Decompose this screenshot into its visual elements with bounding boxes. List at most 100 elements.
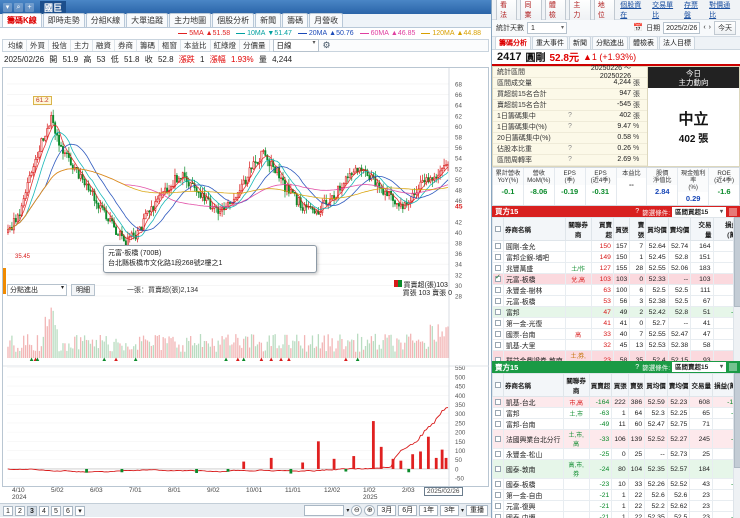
sell-table-scroll[interactable]: 券商名稱 關聯券商 買賣超 買張 賣張 買均價 賣均價 交易量 損益(萬) 凱基-台北 市,高 -16… xyxy=(492,373,740,518)
main-force-button[interactable]: 主力 xyxy=(569,0,591,22)
zoom-out-icon[interactable]: ⊖ xyxy=(351,505,363,516)
toolbar-btn-light[interactable]: 紅綠燈 xyxy=(211,40,240,51)
range-more-icon[interactable]: ▾ xyxy=(460,508,464,514)
buy-help-icon[interactable]: ? xyxy=(635,208,640,216)
date-prev-icon[interactable]: ‹ xyxy=(703,24,706,32)
row-checkbox[interactable] xyxy=(492,407,504,420)
price-chart[interactable]: 68 66 64 62 60 58 56 54 52 50 48 46 42 40 38 36 34 32 30 28… xyxy=(2,67,489,487)
table-row[interactable]: 群益金鼎證券-敦南土,券,高23583552.452.15930 xyxy=(492,350,740,362)
date-next-icon[interactable]: › xyxy=(708,24,711,32)
buy-scrollbar[interactable] xyxy=(733,217,740,362)
peers-button[interactable]: 同業 xyxy=(520,0,542,22)
row-checkbox[interactable] xyxy=(492,273,504,286)
col-header-9[interactable]: 損益(萬) xyxy=(712,217,740,242)
position-button[interactable]: 地位 xyxy=(593,0,616,22)
chart-canvas[interactable]: 68 66 64 62 60 58 56 54 52 50 48 46 42 40 38 36 34 32 30 28… xyxy=(3,68,489,486)
col-header-4[interactable]: 買張 xyxy=(611,373,629,398)
view-button[interactable]: 看法 xyxy=(496,0,518,22)
add-icon[interactable]: + xyxy=(25,2,34,12)
link-price-alert[interactable]: 對價通比 xyxy=(709,1,731,19)
gear-icon[interactable]: ⚙ xyxy=(322,40,331,50)
link-stock-info[interactable]: 個股資在 xyxy=(620,1,642,19)
select-all-checkbox[interactable] xyxy=(492,373,504,398)
row-checkbox[interactable] xyxy=(492,511,504,518)
buy-scroll-thumb[interactable] xyxy=(734,217,740,308)
zoom-in-icon[interactable]: ⊕ xyxy=(364,505,376,516)
range-3y[interactable]: 3年 xyxy=(440,505,459,516)
col-header-8[interactable]: 交易量 xyxy=(690,217,714,242)
row-checkbox[interactable] xyxy=(492,251,504,264)
chart-tab-1[interactable]: 即時走勢 xyxy=(42,13,85,27)
row-checkbox[interactable] xyxy=(492,240,504,253)
link-trade-rank[interactable]: 交易單比 xyxy=(652,1,674,19)
toolbar-btn-ma[interactable]: 均線 xyxy=(5,40,27,51)
select-all-checkbox[interactable] xyxy=(492,217,504,242)
chart-tab-4[interactable]: 主力地圖 xyxy=(169,13,212,27)
col-header-4[interactable]: 買張 xyxy=(612,217,631,242)
jump-caret-icon[interactable]: ▾ xyxy=(346,508,350,514)
col-header-5[interactable]: 賣張 xyxy=(629,217,647,242)
col-header-2[interactable]: 關聯券商 xyxy=(564,217,592,242)
stat-help-icon[interactable]: ? xyxy=(568,123,572,131)
toolbar-btn-trust[interactable]: 投信 xyxy=(49,40,71,51)
right-tab-1[interactable]: 重大事件 xyxy=(532,35,568,49)
row-checkbox[interactable] xyxy=(492,459,504,480)
right-tab-0[interactable]: 籌碼分析 xyxy=(495,35,531,49)
col-header-3[interactable]: 買賣超 xyxy=(590,217,614,242)
right-tab-3[interactable]: 分點進出 xyxy=(592,35,628,49)
page-more[interactable]: ▾ xyxy=(75,505,85,516)
col-header-7[interactable]: 賣均價 xyxy=(666,373,691,398)
col-header-5[interactable]: 賣張 xyxy=(627,373,646,398)
toolbar-btn-pricevol[interactable]: 分價量 xyxy=(240,40,270,51)
period-select[interactable]: 日線 xyxy=(272,39,319,52)
checkup-button[interactable]: 體檢 xyxy=(544,0,567,22)
range-6m[interactable]: 6月 xyxy=(398,505,418,516)
vol-mode-select[interactable]: 分點進出 xyxy=(7,284,67,296)
chart-tab-3[interactable]: 大單追蹤 xyxy=(126,13,169,27)
col-header-2[interactable]: 關聯券商 xyxy=(562,373,590,398)
jump-input[interactable] xyxy=(304,505,345,516)
row-checkbox[interactable] xyxy=(492,478,504,491)
sell-settings-icon[interactable] xyxy=(729,363,737,372)
toolbar-btn-foreign[interactable]: 外買 xyxy=(27,40,49,51)
row-checkbox[interactable] xyxy=(492,418,504,431)
page-6[interactable]: 6 xyxy=(63,505,73,516)
range-3m[interactable]: 3月 xyxy=(377,505,397,516)
row-checkbox[interactable] xyxy=(492,500,504,513)
page-3[interactable]: 3 xyxy=(27,505,37,516)
col-header-3[interactable]: 買賣超 xyxy=(588,373,613,398)
replay-button[interactable]: 重播 xyxy=(466,505,488,516)
toolbar-btn-chips[interactable]: 籌碼 xyxy=(137,40,159,51)
sell-filter-select[interactable]: 區間賣超15 xyxy=(672,362,726,373)
row-checkbox[interactable] xyxy=(492,284,504,297)
page-1[interactable]: 1 xyxy=(3,505,13,516)
col-header-6[interactable]: 買均價 xyxy=(645,217,669,242)
chart-tab-8[interactable]: 月營收 xyxy=(309,13,344,27)
col-header-1[interactable]: 券商名稱 xyxy=(503,373,564,398)
row-checkbox[interactable] xyxy=(492,339,504,352)
row-checkbox[interactable] xyxy=(492,396,504,409)
chart-tab-2[interactable]: 分組K線 xyxy=(85,13,126,27)
row-checkbox[interactable] xyxy=(492,306,504,319)
chart-tab-5[interactable]: 個股分析 xyxy=(212,13,255,27)
x-current-date[interactable]: 2025/02/26 xyxy=(424,487,463,496)
toolbar-btn-broker[interactable]: 券商 xyxy=(115,40,137,51)
